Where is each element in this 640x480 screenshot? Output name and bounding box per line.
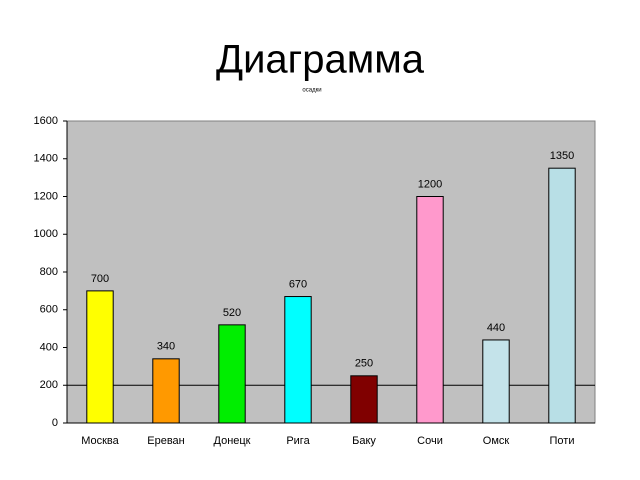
bar xyxy=(350,375,378,424)
value-label: 1200 xyxy=(418,178,442,190)
x-tick-label: Сочи xyxy=(417,435,443,447)
bar xyxy=(86,290,114,424)
chart-subtitle: осадки xyxy=(302,88,321,94)
bar xyxy=(152,358,180,424)
x-tick-label: Рига xyxy=(286,435,310,447)
value-label: 1350 xyxy=(550,150,574,162)
x-tick-label: Поти xyxy=(550,435,575,447)
value-label: 520 xyxy=(223,307,241,319)
chart-title: Диаграмма xyxy=(216,38,425,82)
y-tick-label: 1600 xyxy=(34,115,58,127)
y-tick-label: 1000 xyxy=(34,228,58,240)
y-tick-label: 400 xyxy=(40,341,58,353)
value-label: 340 xyxy=(157,341,175,353)
y-tick-label: 0 xyxy=(52,417,58,429)
plot-area xyxy=(66,120,596,424)
value-label: 250 xyxy=(355,358,373,370)
value-label: 440 xyxy=(487,322,505,334)
y-tick-label: 1400 xyxy=(34,153,58,165)
y-tick-label: 600 xyxy=(40,304,58,316)
bar xyxy=(284,296,312,424)
y-tick-label: 1200 xyxy=(34,190,58,202)
value-label: 670 xyxy=(289,278,307,290)
y-tick-label: 800 xyxy=(40,266,58,278)
x-tick-label: Омск xyxy=(483,435,510,447)
y-tick-label: 200 xyxy=(40,379,58,391)
x-tick-label: Баку xyxy=(352,435,376,447)
bar xyxy=(218,324,246,424)
x-tick-label: Москва xyxy=(81,435,119,447)
x-tick-label: Донецк xyxy=(214,435,251,447)
bar xyxy=(416,196,444,424)
x-tick-label: Ереван xyxy=(147,435,185,447)
value-label: 700 xyxy=(91,273,109,285)
bar xyxy=(482,339,510,424)
bar xyxy=(548,167,576,424)
